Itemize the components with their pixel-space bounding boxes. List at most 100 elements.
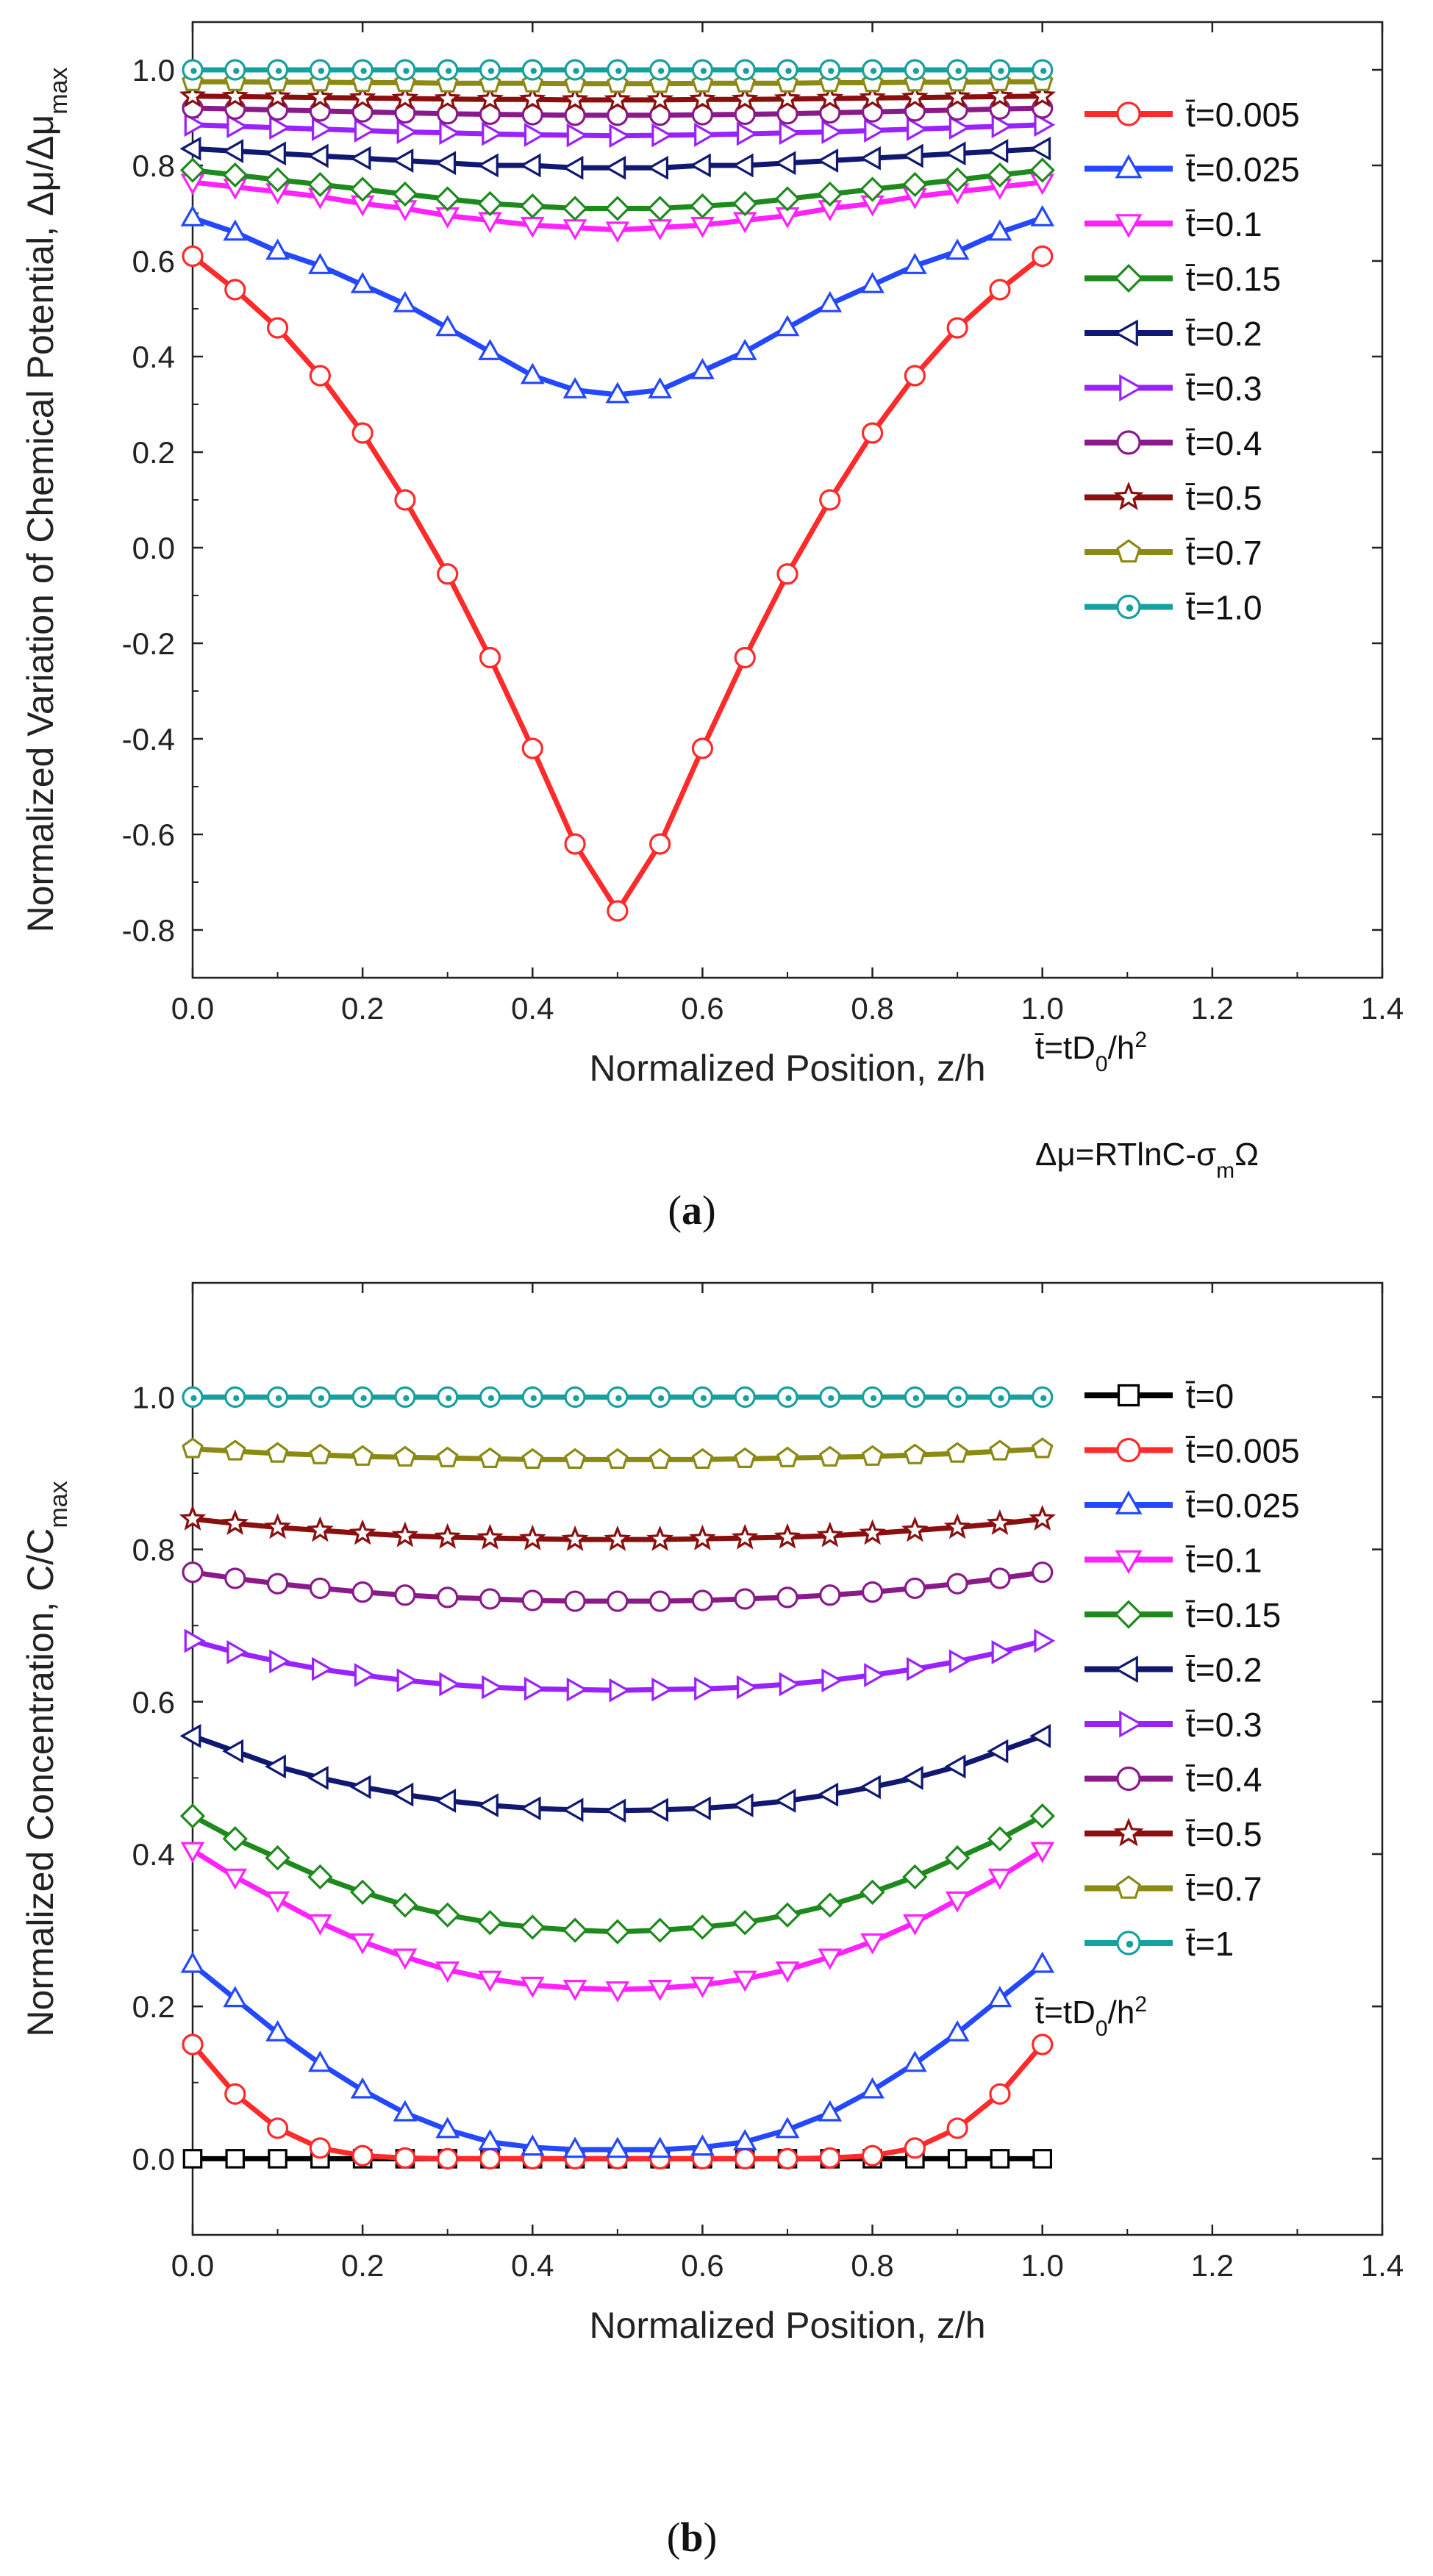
legend-item: t̄=0.005 [1084, 96, 1300, 134]
data-point [518, 1524, 546, 1550]
data-point [396, 1668, 418, 1693]
series-9 [182, 1437, 1054, 1470]
data-point [732, 2129, 757, 2150]
data-point [734, 59, 756, 81]
data-point [861, 1581, 884, 1603]
data-point [222, 139, 244, 163]
data-point [351, 1581, 374, 1603]
data-point [987, 1986, 1012, 2008]
data-point [269, 1649, 291, 1674]
data-point [647, 196, 673, 221]
data-point [224, 1386, 246, 1409]
legend-label: t̄=0.7 [1185, 534, 1262, 572]
data-point [604, 85, 632, 112]
data-point [435, 151, 457, 176]
legend-item: t̄=0.7 [1084, 1870, 1262, 1908]
data-point [396, 120, 418, 144]
data-point [439, 1672, 461, 1697]
y-tick-label: 1.0 [132, 53, 175, 87]
y-tick-label: 1.0 [132, 1380, 175, 1414]
chart-panel-b: 0.0 0.2 0.4 0.6 0.8 1.0 1.2 1.4 0.0 0.2 0.4 0.6 0.8 1… [20, 1281, 1404, 2346]
data-point [906, 117, 928, 141]
data-point [435, 1961, 460, 1983]
data-point [609, 1678, 631, 1703]
data-point [435, 315, 460, 337]
data-point [521, 59, 543, 81]
data-point [776, 1386, 798, 1409]
data-point [307, 1914, 332, 1936]
data-point [394, 1445, 416, 1467]
data-point [476, 1523, 504, 1550]
data-point [816, 84, 844, 110]
legend-item: t̄=0.1 [1084, 205, 1262, 243]
series-5 [184, 112, 1056, 149]
data-point [860, 1879, 885, 1906]
legend-marker [1116, 1437, 1141, 1463]
data-point [478, 1970, 502, 1992]
data-point [649, 833, 671, 855]
legend-label: t̄=0.15 [1185, 260, 1281, 298]
data-point [354, 118, 376, 143]
data-point [690, 1976, 715, 1998]
data-point [1032, 2033, 1054, 2056]
x-tick-label: 1.2 [1191, 2248, 1234, 2283]
data-point [904, 365, 926, 387]
legend-label: t̄=0.025 [1185, 151, 1300, 189]
data-point [648, 2136, 673, 2158]
data-point [732, 1970, 757, 1992]
x-tick-label: 0.6 [681, 991, 723, 1026]
data-point [818, 1445, 841, 1467]
data-point [180, 1842, 205, 1864]
data-point [904, 1386, 926, 1409]
data-point [607, 1590, 629, 1612]
series-3 [180, 1842, 1055, 2003]
legend-marker [1116, 1875, 1141, 1899]
data-point [819, 2147, 841, 2169]
legend-marker [1113, 481, 1144, 511]
data-point [944, 167, 971, 193]
legend-marker [1114, 264, 1143, 293]
data-point [989, 279, 1011, 301]
data-point [731, 1523, 759, 1550]
data-point [691, 1386, 714, 1409]
data-point [945, 2019, 970, 2042]
data-point [562, 196, 588, 221]
series-9 [182, 59, 1054, 81]
data-point [776, 563, 798, 585]
data-point [179, 1504, 207, 1531]
data-point [523, 1676, 546, 1701]
data-point [393, 2100, 418, 2122]
data-point [349, 176, 376, 202]
data-point [991, 114, 1013, 139]
data-point [351, 59, 374, 81]
data-point [1032, 1386, 1054, 1409]
data-point [562, 2136, 587, 2158]
data-point [519, 153, 541, 178]
y-tick-label: 0.0 [132, 531, 175, 565]
y-tick-label: 0.8 [132, 1533, 175, 1567]
legend-label: t̄=0.3 [1185, 1706, 1262, 1744]
data-point [561, 1525, 589, 1551]
data-point [987, 1868, 1012, 1890]
data-point [1032, 2149, 1053, 2169]
y-axis-title: Normalized Concentration, C/Cmax [20, 1481, 73, 2036]
data-point [860, 146, 881, 171]
data-point [736, 1675, 758, 1700]
data-point [689, 153, 711, 178]
data-point [562, 1797, 584, 1822]
data-point [901, 1766, 923, 1790]
y-tick-label: 0.2 [132, 435, 175, 470]
data-point [1032, 59, 1054, 81]
legend-marker [1114, 319, 1138, 347]
data-point [604, 155, 626, 180]
legend-item: t̄=0.7 [1084, 534, 1262, 572]
data-point [902, 252, 927, 274]
data-point [902, 2050, 927, 2072]
data-point [182, 1561, 204, 1584]
data-point [265, 167, 290, 193]
data-point [182, 2033, 204, 2056]
data-point [1032, 1561, 1054, 1584]
data-point [991, 1640, 1013, 1664]
legend-item: t̄=0 [1084, 1377, 1234, 1415]
data-point [265, 1891, 290, 1913]
